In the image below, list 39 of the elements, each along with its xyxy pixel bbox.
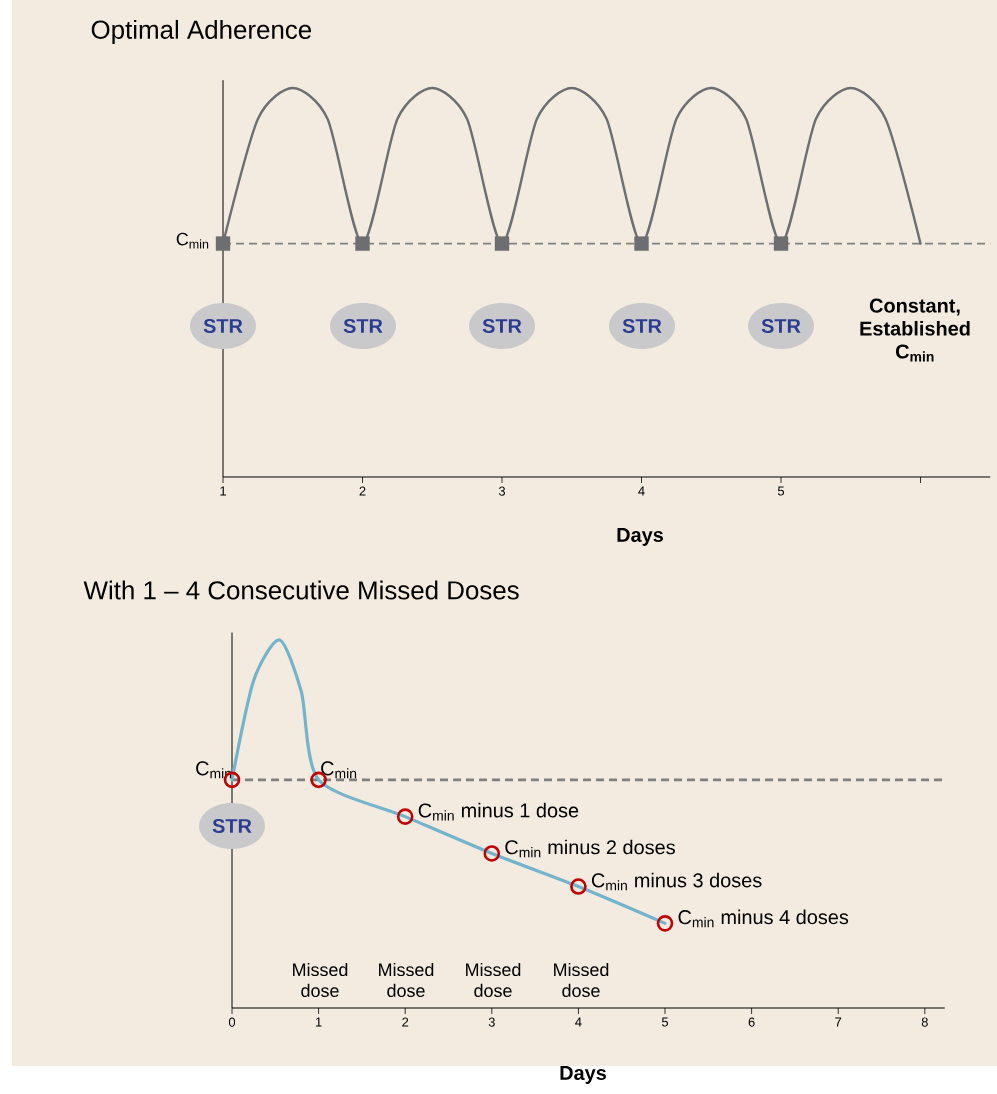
x-axis-title: Days: [560, 1066, 606, 1084]
annotation: C$_{min}$ minus 2 doses: [505, 839, 675, 858]
annotation: STR: [622, 318, 662, 334]
x-tick-label: 6: [748, 1017, 755, 1027]
chart-title: With 1 – 4 Consecutive Missed Doses: [83, 580, 519, 600]
point: [483, 845, 501, 862]
x-tick-label: 7: [835, 1017, 842, 1027]
x-tick-label: 2: [402, 1017, 409, 1027]
point: [396, 808, 414, 825]
annotation: Constant, Established C$_{min}$: [860, 298, 970, 362]
x-tick-label: 1: [315, 1017, 322, 1027]
annotation: Missed dose: [379, 962, 434, 998]
x-tick-label: 8: [921, 1017, 928, 1027]
annotation: C$_{min}$ minus 1 dose: [418, 802, 579, 821]
annotation: C$_{min}$: [176, 232, 209, 249]
x-tick-label: 2: [359, 486, 366, 496]
annotation: STR: [343, 318, 383, 334]
x-tick-label: 5: [661, 1017, 669, 1027]
annotation: Missed dose: [466, 962, 521, 998]
x-axis-title: Days: [617, 528, 663, 546]
point: [656, 915, 674, 932]
x-tick-label: 3: [498, 486, 506, 496]
x-tick-label: 4: [638, 486, 645, 496]
x-tick-label: 1: [220, 486, 226, 496]
annotation: Missed dose: [554, 962, 609, 998]
x-tick-label: 5: [777, 486, 785, 496]
annotation: STR: [761, 318, 801, 334]
annotation: STR: [212, 818, 252, 834]
annotation: C$_{min}$ minus 4 doses: [678, 909, 849, 928]
x-tick-label: 3: [488, 1017, 495, 1027]
annotation: Missed dose: [293, 962, 348, 998]
annotation: C$_{min}$: [321, 761, 357, 779]
annotation: STR: [203, 318, 243, 334]
chart-title: Optimal Adherence: [91, 19, 312, 45]
annotation: STR: [482, 318, 522, 334]
point: [570, 878, 587, 895]
annotation: C$_{min}$ minus 3 doses: [591, 872, 762, 891]
x-tick-label: 0: [228, 1017, 236, 1027]
x-tick-label: 4: [575, 1017, 582, 1027]
